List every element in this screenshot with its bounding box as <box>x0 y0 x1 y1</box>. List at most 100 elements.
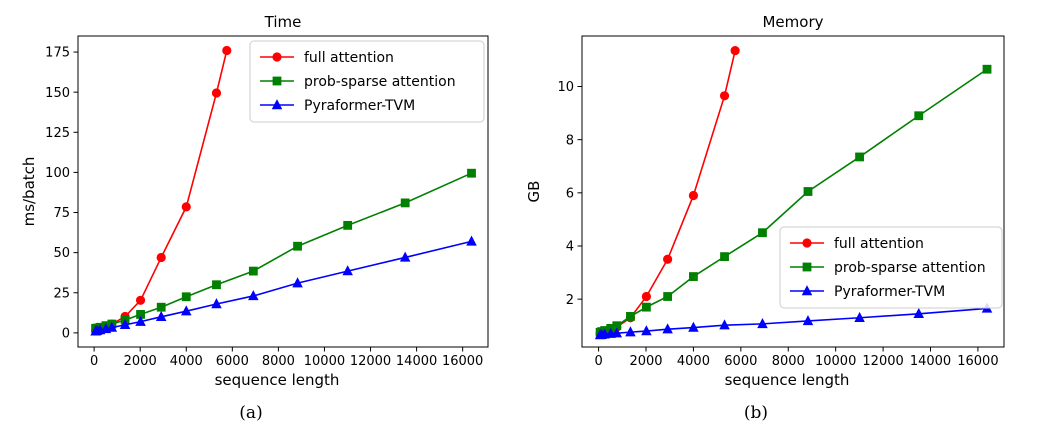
data-point <box>626 312 635 321</box>
x-tick-label: 4000 <box>677 354 710 369</box>
x-tick-label: 14000 <box>396 354 437 369</box>
data-point <box>180 305 192 316</box>
y-tick-label: 175 <box>45 46 70 61</box>
chart-title: Time <box>264 13 302 31</box>
legend-label: Pyraformer-TVM <box>304 98 415 114</box>
x-tick-label: 2000 <box>629 354 662 369</box>
data-point <box>730 46 740 56</box>
data-point <box>181 292 191 302</box>
data-point <box>211 88 222 98</box>
data-point <box>663 292 673 301</box>
series-prob-sparse-attention <box>91 168 476 333</box>
data-point <box>292 277 303 288</box>
x-tick-label: 6000 <box>724 354 757 369</box>
plot-frame <box>77 35 489 348</box>
y-tick-label: 2 <box>566 293 574 308</box>
y-axis-label: ms/batch <box>20 157 38 227</box>
data-point <box>222 45 232 56</box>
data-point <box>662 323 673 334</box>
data-point <box>855 152 864 162</box>
legend-marker <box>272 76 282 86</box>
data-point <box>211 298 222 309</box>
y-tick-label: 25 <box>53 286 70 301</box>
legend-label: prob-sparse attention <box>834 260 986 276</box>
x-tick-label: 10000 <box>815 354 856 369</box>
panel-caption: (b) <box>744 403 768 423</box>
memory-chart: 0 2000 4000 6000 8000 10000 12000 14000 16000 2 4 6… <box>525 13 1005 423</box>
data-point <box>625 326 636 337</box>
y-tick-label: 10 <box>557 80 574 95</box>
data-point <box>720 252 729 262</box>
x-tick-label: 14000 <box>910 354 951 369</box>
legend-marker <box>272 52 282 62</box>
y-tick-label: 125 <box>45 126 70 141</box>
data-point <box>663 254 673 264</box>
y-tick-label: 150 <box>45 86 70 101</box>
data-point <box>466 235 477 246</box>
x-tick-label: 2000 <box>124 354 157 369</box>
data-point <box>293 241 302 251</box>
x-tick-label: 16000 <box>957 354 998 369</box>
data-point <box>854 311 865 322</box>
data-point <box>343 220 353 230</box>
data-point <box>757 318 768 329</box>
data-point <box>913 307 925 318</box>
data-point <box>181 202 191 212</box>
legend-marker <box>271 99 283 110</box>
legend-box <box>249 40 485 123</box>
legend-label: full attention <box>304 50 394 66</box>
data-point <box>400 198 410 208</box>
data-point <box>248 266 258 276</box>
y-axis-label: GB <box>525 181 543 203</box>
data-point <box>803 187 813 196</box>
legend: full attention prob-sparse attention Pyraf… <box>779 226 1003 309</box>
x-tick-label: 12000 <box>862 354 903 369</box>
data-point <box>719 319 730 330</box>
data-point <box>342 265 353 276</box>
legend-box <box>779 226 1003 309</box>
y-tick-label: 75 <box>53 206 70 221</box>
x-tick-label: 16000 <box>442 354 483 369</box>
data-point <box>758 228 767 238</box>
plot-frame <box>581 35 1005 348</box>
series-pyraformer-tvm <box>90 235 477 336</box>
data-point <box>135 295 146 305</box>
x-tick-label: 0 <box>90 354 98 369</box>
x-tick-label: 8000 <box>772 354 805 369</box>
data-point <box>611 327 623 338</box>
y-tick-label: 100 <box>45 166 70 181</box>
chart-title: Memory <box>762 13 823 31</box>
legend: full attention prob-sparse attention Pyraf… <box>249 40 485 123</box>
data-point <box>641 325 652 336</box>
data-point <box>399 251 411 262</box>
y-tick-label: 6 <box>566 186 574 201</box>
legend-marker <box>802 262 812 272</box>
legend-label: Pyraformer-TVM <box>834 284 945 300</box>
x-axis-label: sequence length <box>725 371 850 389</box>
data-point <box>688 321 699 332</box>
y-tick-label: 4 <box>566 240 574 255</box>
x-tick-label: 0 <box>594 354 602 369</box>
panel-caption: (a) <box>239 403 262 423</box>
legend-marker <box>802 238 812 248</box>
data-point <box>641 302 651 312</box>
data-point <box>156 252 166 263</box>
data-point <box>155 310 167 322</box>
data-point <box>641 291 651 302</box>
series-line <box>599 307 988 336</box>
data-point <box>212 280 221 290</box>
data-point <box>982 64 992 74</box>
x-axis-label: sequence length <box>215 371 340 389</box>
legend-label: prob-sparse attention <box>304 74 456 90</box>
x-tick-label: 6000 <box>216 354 249 369</box>
data-point <box>802 315 814 326</box>
series-line <box>599 50 736 335</box>
data-point <box>914 111 924 121</box>
data-point <box>688 190 699 201</box>
x-tick-label: 8000 <box>262 354 295 369</box>
data-point <box>248 290 259 301</box>
data-point <box>119 318 131 330</box>
series-line <box>95 172 472 330</box>
data-point <box>719 91 730 101</box>
